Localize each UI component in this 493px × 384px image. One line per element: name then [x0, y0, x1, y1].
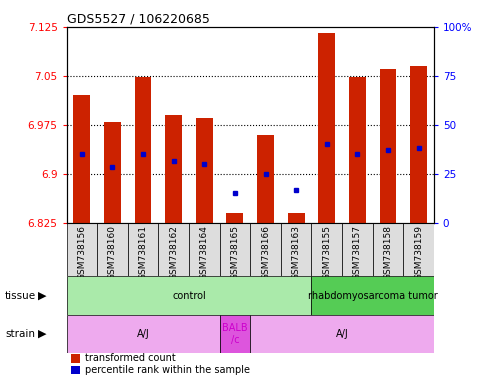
Text: GSM738164: GSM738164 [200, 225, 209, 280]
Text: rhabdomyosarcoma tumor: rhabdomyosarcoma tumor [308, 291, 437, 301]
Text: GSM738156: GSM738156 [77, 225, 86, 280]
Bar [288, 213, 305, 223]
Bar [403, 223, 434, 276]
Text: ▶: ▶ [37, 329, 46, 339]
Bar [226, 213, 244, 223]
Text: GSM738165: GSM738165 [230, 225, 240, 280]
Bar [312, 223, 342, 276]
Text: GSM738155: GSM738155 [322, 225, 331, 280]
Bar [410, 66, 427, 223]
Bar [250, 315, 434, 353]
Text: ▶: ▶ [37, 291, 46, 301]
Bar [342, 223, 373, 276]
Bar [196, 118, 212, 223]
Text: A/J: A/J [336, 329, 349, 339]
Text: BALB
/c: BALB /c [222, 323, 247, 345]
Bar [257, 135, 274, 223]
Bar [219, 315, 250, 353]
Bar [67, 315, 219, 353]
Bar [67, 276, 312, 315]
Bar [73, 96, 90, 223]
Bar [128, 223, 158, 276]
Text: GSM738157: GSM738157 [353, 225, 362, 280]
Text: GSM738166: GSM738166 [261, 225, 270, 280]
Bar [281, 223, 312, 276]
Bar [318, 33, 335, 223]
Bar [373, 223, 403, 276]
Bar [189, 223, 219, 276]
Text: percentile rank within the sample: percentile rank within the sample [85, 365, 250, 375]
Bar [312, 276, 434, 315]
Bar [380, 70, 396, 223]
Bar [250, 223, 281, 276]
Bar [67, 223, 97, 276]
Text: GDS5527 / 106220685: GDS5527 / 106220685 [67, 13, 210, 26]
Text: control: control [172, 291, 206, 301]
Bar [104, 122, 121, 223]
Bar [135, 77, 151, 223]
Text: A/J: A/J [137, 329, 149, 339]
Text: GSM738159: GSM738159 [414, 225, 423, 280]
Text: GSM738158: GSM738158 [384, 225, 392, 280]
Text: transformed count: transformed count [85, 353, 176, 363]
Bar [165, 115, 182, 223]
Bar [349, 77, 366, 223]
Text: GSM738163: GSM738163 [291, 225, 301, 280]
Bar [158, 223, 189, 276]
Text: strain: strain [5, 329, 35, 339]
Text: GSM738161: GSM738161 [139, 225, 147, 280]
Text: GSM738160: GSM738160 [108, 225, 117, 280]
Text: tissue: tissue [5, 291, 36, 301]
Bar [97, 223, 128, 276]
Text: GSM738162: GSM738162 [169, 225, 178, 280]
Bar [219, 223, 250, 276]
